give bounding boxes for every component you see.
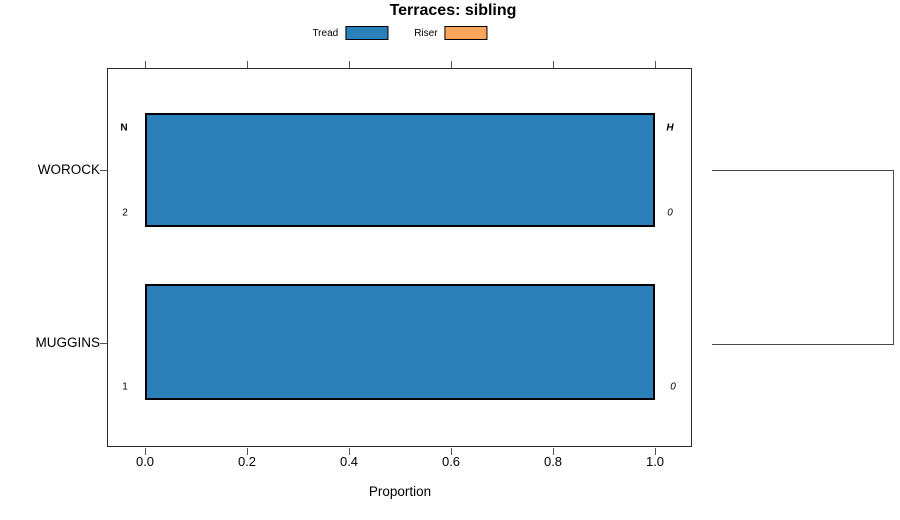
- bar-row-muggins: [145, 284, 655, 400]
- x-axis-label: Proportion: [368, 484, 432, 499]
- left-tick-muggins: [100, 343, 107, 344]
- bottom-tick-0.2: [247, 448, 248, 455]
- anno-muggins-n-count: 1: [122, 381, 128, 393]
- bottom-tick-1.0: [655, 448, 656, 455]
- left-tick-worock: [100, 170, 107, 171]
- top-tick-0.0: [145, 61, 146, 68]
- top-tick-0.8: [553, 61, 554, 68]
- x-tick-label-0.2: 0.2: [237, 454, 257, 469]
- legend-label-riser: Riser: [414, 27, 438, 39]
- legend-item-tread: Tread: [312, 26, 389, 40]
- bottom-tick-0.8: [553, 448, 554, 455]
- legend-item-riser: Riser: [414, 26, 488, 40]
- top-tick-0.2: [247, 61, 248, 68]
- anno-h-header: H: [666, 122, 674, 134]
- x-tick-label-0.8: 0.8: [543, 454, 563, 469]
- legend-swatch-riser: [444, 26, 488, 40]
- chart-title: Terraces: sibling: [389, 2, 517, 19]
- anno-worock-n-count: 2: [122, 207, 128, 219]
- sibling-connector-bracket: [712, 170, 894, 345]
- top-tick-0.4: [349, 61, 350, 68]
- plot-area: N 2 H 0 1 0: [107, 68, 692, 447]
- x-tick-label-0.0: 0.0: [135, 454, 155, 469]
- x-tick-label-1.0: 1.0: [645, 454, 665, 469]
- bar-muggins-tread: [145, 284, 655, 400]
- legend-label-tread: Tread: [312, 27, 339, 39]
- category-label-muggins: MUGGINS: [35, 335, 100, 350]
- top-tick-0.6: [451, 61, 452, 68]
- bottom-tick-0.4: [349, 448, 350, 455]
- x-tick-label-0.6: 0.6: [441, 454, 461, 469]
- anno-n-header: N: [120, 122, 128, 134]
- bottom-tick-0.6: [451, 448, 452, 455]
- category-label-worock: WOROCK: [37, 162, 100, 177]
- anno-worock-h-count: 0: [667, 207, 673, 219]
- legend: Tread Riser: [312, 26, 488, 40]
- anno-muggins-h-count: 0: [670, 381, 676, 393]
- bar-worock-tread: [145, 113, 655, 227]
- top-tick-1.0: [655, 61, 656, 68]
- bottom-tick-0.0: [145, 448, 146, 455]
- legend-swatch-tread: [345, 26, 389, 40]
- x-tick-label-0.4: 0.4: [339, 454, 359, 469]
- bar-row-worock: [145, 113, 655, 227]
